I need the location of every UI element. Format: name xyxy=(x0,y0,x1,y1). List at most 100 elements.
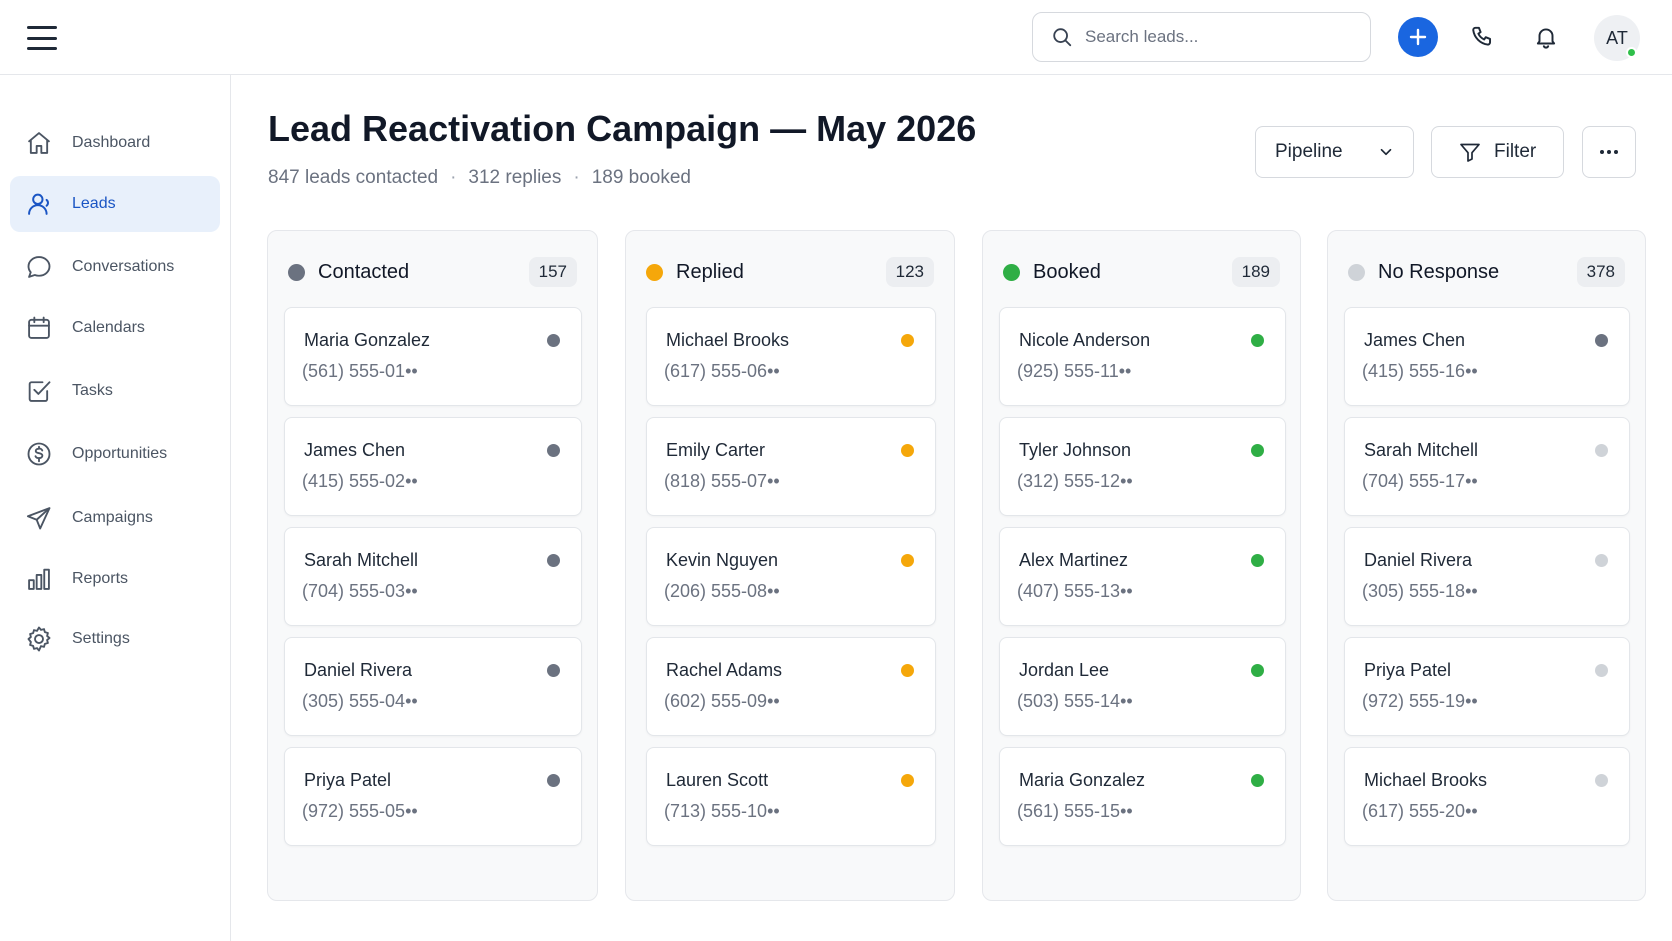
sidebar-item-conversations[interactable]: Conversations xyxy=(10,239,220,295)
more-horizontal-icon xyxy=(1600,150,1618,154)
pipeline-column: Contacted 157 Maria Gonzalez (561) 555-01••… xyxy=(267,230,598,901)
lead-card[interactable]: Alex Martinez (407) 555-13•• xyxy=(999,527,1286,626)
paper-plane-icon xyxy=(24,503,54,533)
bar-chart-icon xyxy=(24,564,54,594)
lead-card[interactable]: Tyler Johnson (312) 555-12•• xyxy=(999,417,1286,516)
stage-status-dot xyxy=(288,263,305,281)
sidebar-item-opportunities[interactable]: Opportunities xyxy=(10,426,220,482)
lead-status-dot xyxy=(1595,554,1608,567)
lead-card[interactable]: Jordan Lee (503) 555-14•• xyxy=(999,637,1286,736)
lead-name: Kevin Nguyen xyxy=(666,550,779,570)
sidebar-item-settings[interactable]: Settings xyxy=(10,611,220,667)
lead-card[interactable]: James Chen (415) 555-02•• xyxy=(284,417,582,516)
separator-dot: · xyxy=(450,167,457,188)
lead-card[interactable]: Michael Brooks (617) 555-06•• xyxy=(646,307,936,406)
lead-name: Tyler Johnson xyxy=(1019,440,1132,460)
lead-card[interactable]: Michael Brooks (617) 555-20•• xyxy=(1344,747,1630,846)
lead-phone: (503) 555-14•• xyxy=(1017,691,1133,711)
search-input[interactable] xyxy=(1085,27,1345,47)
search-box[interactable] xyxy=(1032,12,1371,62)
column-title: Replied xyxy=(676,260,744,283)
lead-card[interactable]: Lauren Scott (713) 555-10•• xyxy=(646,747,936,846)
phone-button[interactable] xyxy=(1463,17,1503,57)
lead-card[interactable]: Kevin Nguyen (206) 555-08•• xyxy=(646,527,936,626)
hamburger-menu-icon[interactable] xyxy=(24,22,60,54)
column-header: No Response 378 xyxy=(1348,256,1625,288)
sidebar-item-dashboard[interactable]: Dashboard xyxy=(10,115,220,171)
column-count-badge: 189 xyxy=(1231,257,1280,287)
lead-name: Lauren Scott xyxy=(666,770,769,790)
lead-card[interactable]: Maria Gonzalez (561) 555-01•• xyxy=(284,307,582,406)
lead-name: Daniel Rivera xyxy=(1364,550,1473,570)
column-header: Contacted 157 xyxy=(288,256,577,288)
lead-name: Nicole Anderson xyxy=(1019,330,1151,350)
lead-status-dot xyxy=(1595,664,1608,677)
more-options-button[interactable] xyxy=(1582,126,1636,178)
lead-card[interactable]: Emily Carter (818) 555-07•• xyxy=(646,417,936,516)
lead-phone: (818) 555-07•• xyxy=(664,471,780,491)
stage-status-dot xyxy=(1348,263,1365,281)
stage-status-dot xyxy=(646,263,663,281)
sidebar-item-campaigns[interactable]: Campaigns xyxy=(10,490,220,546)
stat-contacted: 847 leads contacted xyxy=(268,167,439,188)
lead-card[interactable]: Sarah Mitchell (704) 555-17•• xyxy=(1344,417,1630,516)
sidebar-item-reports[interactable]: Reports xyxy=(10,551,220,607)
lead-phone: (713) 555-10•• xyxy=(664,801,780,821)
campaign-stats: 847 leads contacted · 312 replies · 189 … xyxy=(268,167,691,189)
home-icon xyxy=(24,128,54,158)
filter-label: Filter xyxy=(1494,141,1537,162)
lead-status-dot xyxy=(547,444,560,457)
add-button[interactable] xyxy=(1398,17,1438,57)
lead-card[interactable]: James Chen (415) 555-16•• xyxy=(1344,307,1630,406)
sidebar-item-label: Conversations xyxy=(72,258,175,275)
lead-status-dot xyxy=(1595,334,1608,347)
lead-phone: (407) 555-13•• xyxy=(1017,581,1133,601)
column-title: Booked xyxy=(1033,260,1101,283)
lead-status-dot xyxy=(901,664,914,677)
stat-replies: 312 replies xyxy=(468,167,562,188)
lead-phone: (415) 555-16•• xyxy=(1362,361,1478,381)
lead-name: Michael Brooks xyxy=(666,330,790,350)
lead-status-dot xyxy=(1251,444,1264,457)
sidebar-item-calendars[interactable]: Calendars xyxy=(10,300,220,356)
lead-phone: (561) 555-15•• xyxy=(1017,801,1133,821)
lead-name: Rachel Adams xyxy=(666,660,783,680)
column-count-badge: 157 xyxy=(528,257,577,287)
lead-phone: (617) 555-06•• xyxy=(664,361,780,381)
lead-card[interactable]: Priya Patel (972) 555-05•• xyxy=(284,747,582,846)
lead-card[interactable]: Maria Gonzalez (561) 555-15•• xyxy=(999,747,1286,846)
lead-name: Alex Martinez xyxy=(1019,550,1129,570)
lead-card[interactable]: Sarah Mitchell (704) 555-03•• xyxy=(284,527,582,626)
lead-phone: (305) 555-18•• xyxy=(1362,581,1478,601)
sidebar-item-label: Campaigns xyxy=(72,509,153,526)
lead-card[interactable]: Daniel Rivera (305) 555-04•• xyxy=(284,637,582,736)
lead-card[interactable]: Daniel Rivera (305) 555-18•• xyxy=(1344,527,1630,626)
lead-status-dot xyxy=(901,444,914,457)
lead-name: Sarah Mitchell xyxy=(304,550,419,570)
lead-card[interactable]: Rachel Adams (602) 555-09•• xyxy=(646,637,936,736)
lead-phone: (617) 555-20•• xyxy=(1362,801,1478,821)
chat-bubble-icon xyxy=(24,252,54,282)
lead-status-dot xyxy=(547,554,560,567)
pipeline-column: No Response 378 James Chen (415) 555-16•• Sa… xyxy=(1327,230,1646,901)
lead-status-dot xyxy=(1251,554,1264,567)
calendar-icon xyxy=(24,313,54,343)
filter-button[interactable]: Filter xyxy=(1431,126,1564,178)
chevron-down-icon xyxy=(1380,148,1392,156)
view-select[interactable]: Pipeline xyxy=(1255,126,1414,178)
lead-name: Daniel Rivera xyxy=(304,660,413,680)
lead-status-dot xyxy=(547,664,560,677)
sidebar-item-label: Reports xyxy=(72,570,129,587)
notifications-button[interactable] xyxy=(1526,17,1566,57)
lead-card[interactable]: Priya Patel (972) 555-19•• xyxy=(1344,637,1630,736)
gear-icon xyxy=(24,624,54,654)
lead-name: James Chen xyxy=(1364,330,1466,350)
lead-name: Priya Patel xyxy=(1364,660,1452,680)
sidebar-item-tasks[interactable]: Tasks xyxy=(10,363,220,419)
sidebar-item-leads[interactable]: Leads xyxy=(10,176,220,232)
pipeline-column: Replied 123 Michael Brooks (617) 555-06•• Em… xyxy=(625,230,955,901)
lead-name: Maria Gonzalez xyxy=(1019,770,1146,790)
lead-status-dot xyxy=(1595,444,1608,457)
lead-phone: (704) 555-17•• xyxy=(1362,471,1478,491)
lead-card[interactable]: Nicole Anderson (925) 555-11•• xyxy=(999,307,1286,406)
